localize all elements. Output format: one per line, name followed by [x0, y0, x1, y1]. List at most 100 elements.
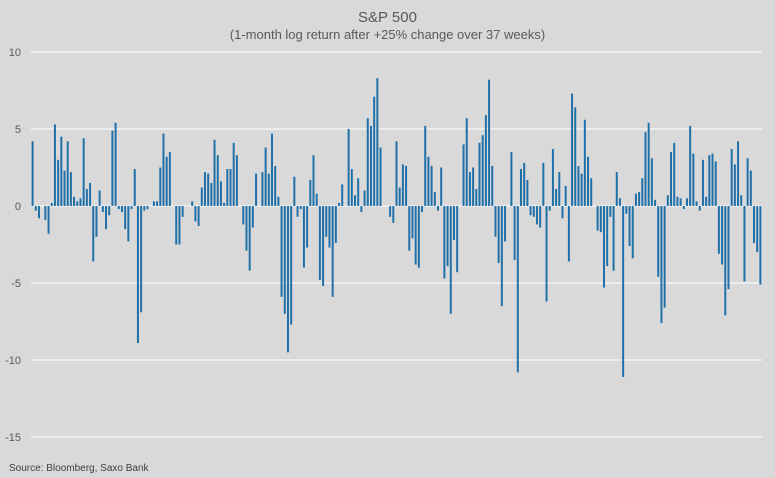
- bar: [108, 206, 111, 216]
- bar: [759, 206, 762, 285]
- bar: [465, 118, 468, 206]
- bar: [401, 164, 404, 206]
- bar: [290, 206, 293, 325]
- bar: [181, 206, 184, 217]
- bar: [756, 206, 759, 253]
- bar: [143, 206, 146, 211]
- bar: [242, 206, 245, 225]
- bar: [440, 167, 443, 206]
- bar: [325, 206, 328, 237]
- bar: [105, 206, 108, 230]
- bar: [120, 206, 123, 213]
- bar: [165, 156, 168, 206]
- bar: [264, 147, 267, 206]
- bar: [334, 206, 337, 243]
- bar: [389, 206, 392, 217]
- bar: [66, 141, 69, 206]
- bar: [733, 164, 736, 206]
- bar: [69, 172, 72, 206]
- bar: [302, 206, 305, 268]
- bar: [309, 179, 312, 206]
- bar: [299, 206, 302, 210]
- bar: [749, 170, 752, 206]
- bar: [638, 192, 641, 206]
- bar: [628, 206, 631, 247]
- bar: [162, 133, 165, 206]
- bar: [571, 93, 574, 206]
- bar: [660, 206, 663, 324]
- bar: [721, 206, 724, 265]
- bar: [245, 206, 248, 251]
- bar: [456, 206, 459, 273]
- bar: [338, 202, 341, 206]
- bar: [686, 198, 688, 206]
- bar: [618, 198, 621, 206]
- bar: [213, 139, 216, 206]
- bar: [293, 176, 296, 206]
- bar: [89, 182, 92, 206]
- bar: [261, 172, 264, 206]
- bar: [130, 206, 133, 210]
- bar: [152, 201, 155, 206]
- bar: [634, 193, 637, 206]
- bar: [587, 156, 590, 206]
- bar: [318, 206, 321, 280]
- bar: [654, 199, 657, 206]
- bar: [590, 178, 593, 206]
- bar: [146, 206, 149, 210]
- bar: [510, 152, 513, 206]
- bar: [679, 198, 682, 206]
- bar: [462, 144, 465, 206]
- bar: [232, 142, 235, 206]
- bar: [446, 206, 449, 267]
- bar: [210, 182, 213, 206]
- bar: [513, 206, 516, 260]
- bar: [328, 206, 331, 248]
- bar: [475, 189, 478, 206]
- bar: [526, 179, 529, 206]
- bar: [178, 206, 181, 245]
- gridlines: [31, 51, 762, 438]
- bar: [673, 142, 676, 206]
- bar: [497, 206, 500, 263]
- bar: [615, 172, 618, 206]
- bar: [558, 172, 561, 206]
- bar: [34, 206, 37, 211]
- bar: [583, 119, 586, 206]
- bar: [516, 206, 519, 373]
- bar: [417, 206, 420, 268]
- y-tick-label: -10: [5, 355, 21, 367]
- bar: [609, 206, 612, 217]
- y-tick-label: -15: [5, 432, 21, 444]
- bar: [255, 173, 258, 206]
- bar: [714, 161, 717, 206]
- bar: [363, 190, 366, 206]
- bar: [124, 206, 127, 230]
- y-axis-ticks: 10 5 0 -5 -10 -15: [5, 47, 21, 444]
- bar: [708, 155, 711, 206]
- bar: [248, 206, 251, 271]
- y-tick-label: 10: [9, 47, 21, 59]
- bar: [484, 115, 487, 206]
- bar: [555, 189, 558, 206]
- bar: [350, 169, 353, 206]
- bar: [529, 206, 532, 216]
- bar: [580, 173, 583, 206]
- bar: [286, 206, 289, 353]
- bar: [73, 196, 76, 206]
- bar: [175, 206, 178, 245]
- bar: [577, 165, 580, 206]
- bar: [379, 147, 382, 206]
- bar: [395, 141, 398, 206]
- bar: [53, 124, 56, 206]
- bar: [203, 172, 206, 206]
- bar: [283, 206, 286, 314]
- bar: [698, 206, 701, 211]
- bar: [274, 165, 277, 206]
- bar: [692, 153, 695, 206]
- bar: [226, 169, 229, 206]
- bar: [724, 206, 727, 316]
- bar: [156, 201, 159, 206]
- bar: [280, 206, 283, 297]
- bar: [76, 201, 79, 206]
